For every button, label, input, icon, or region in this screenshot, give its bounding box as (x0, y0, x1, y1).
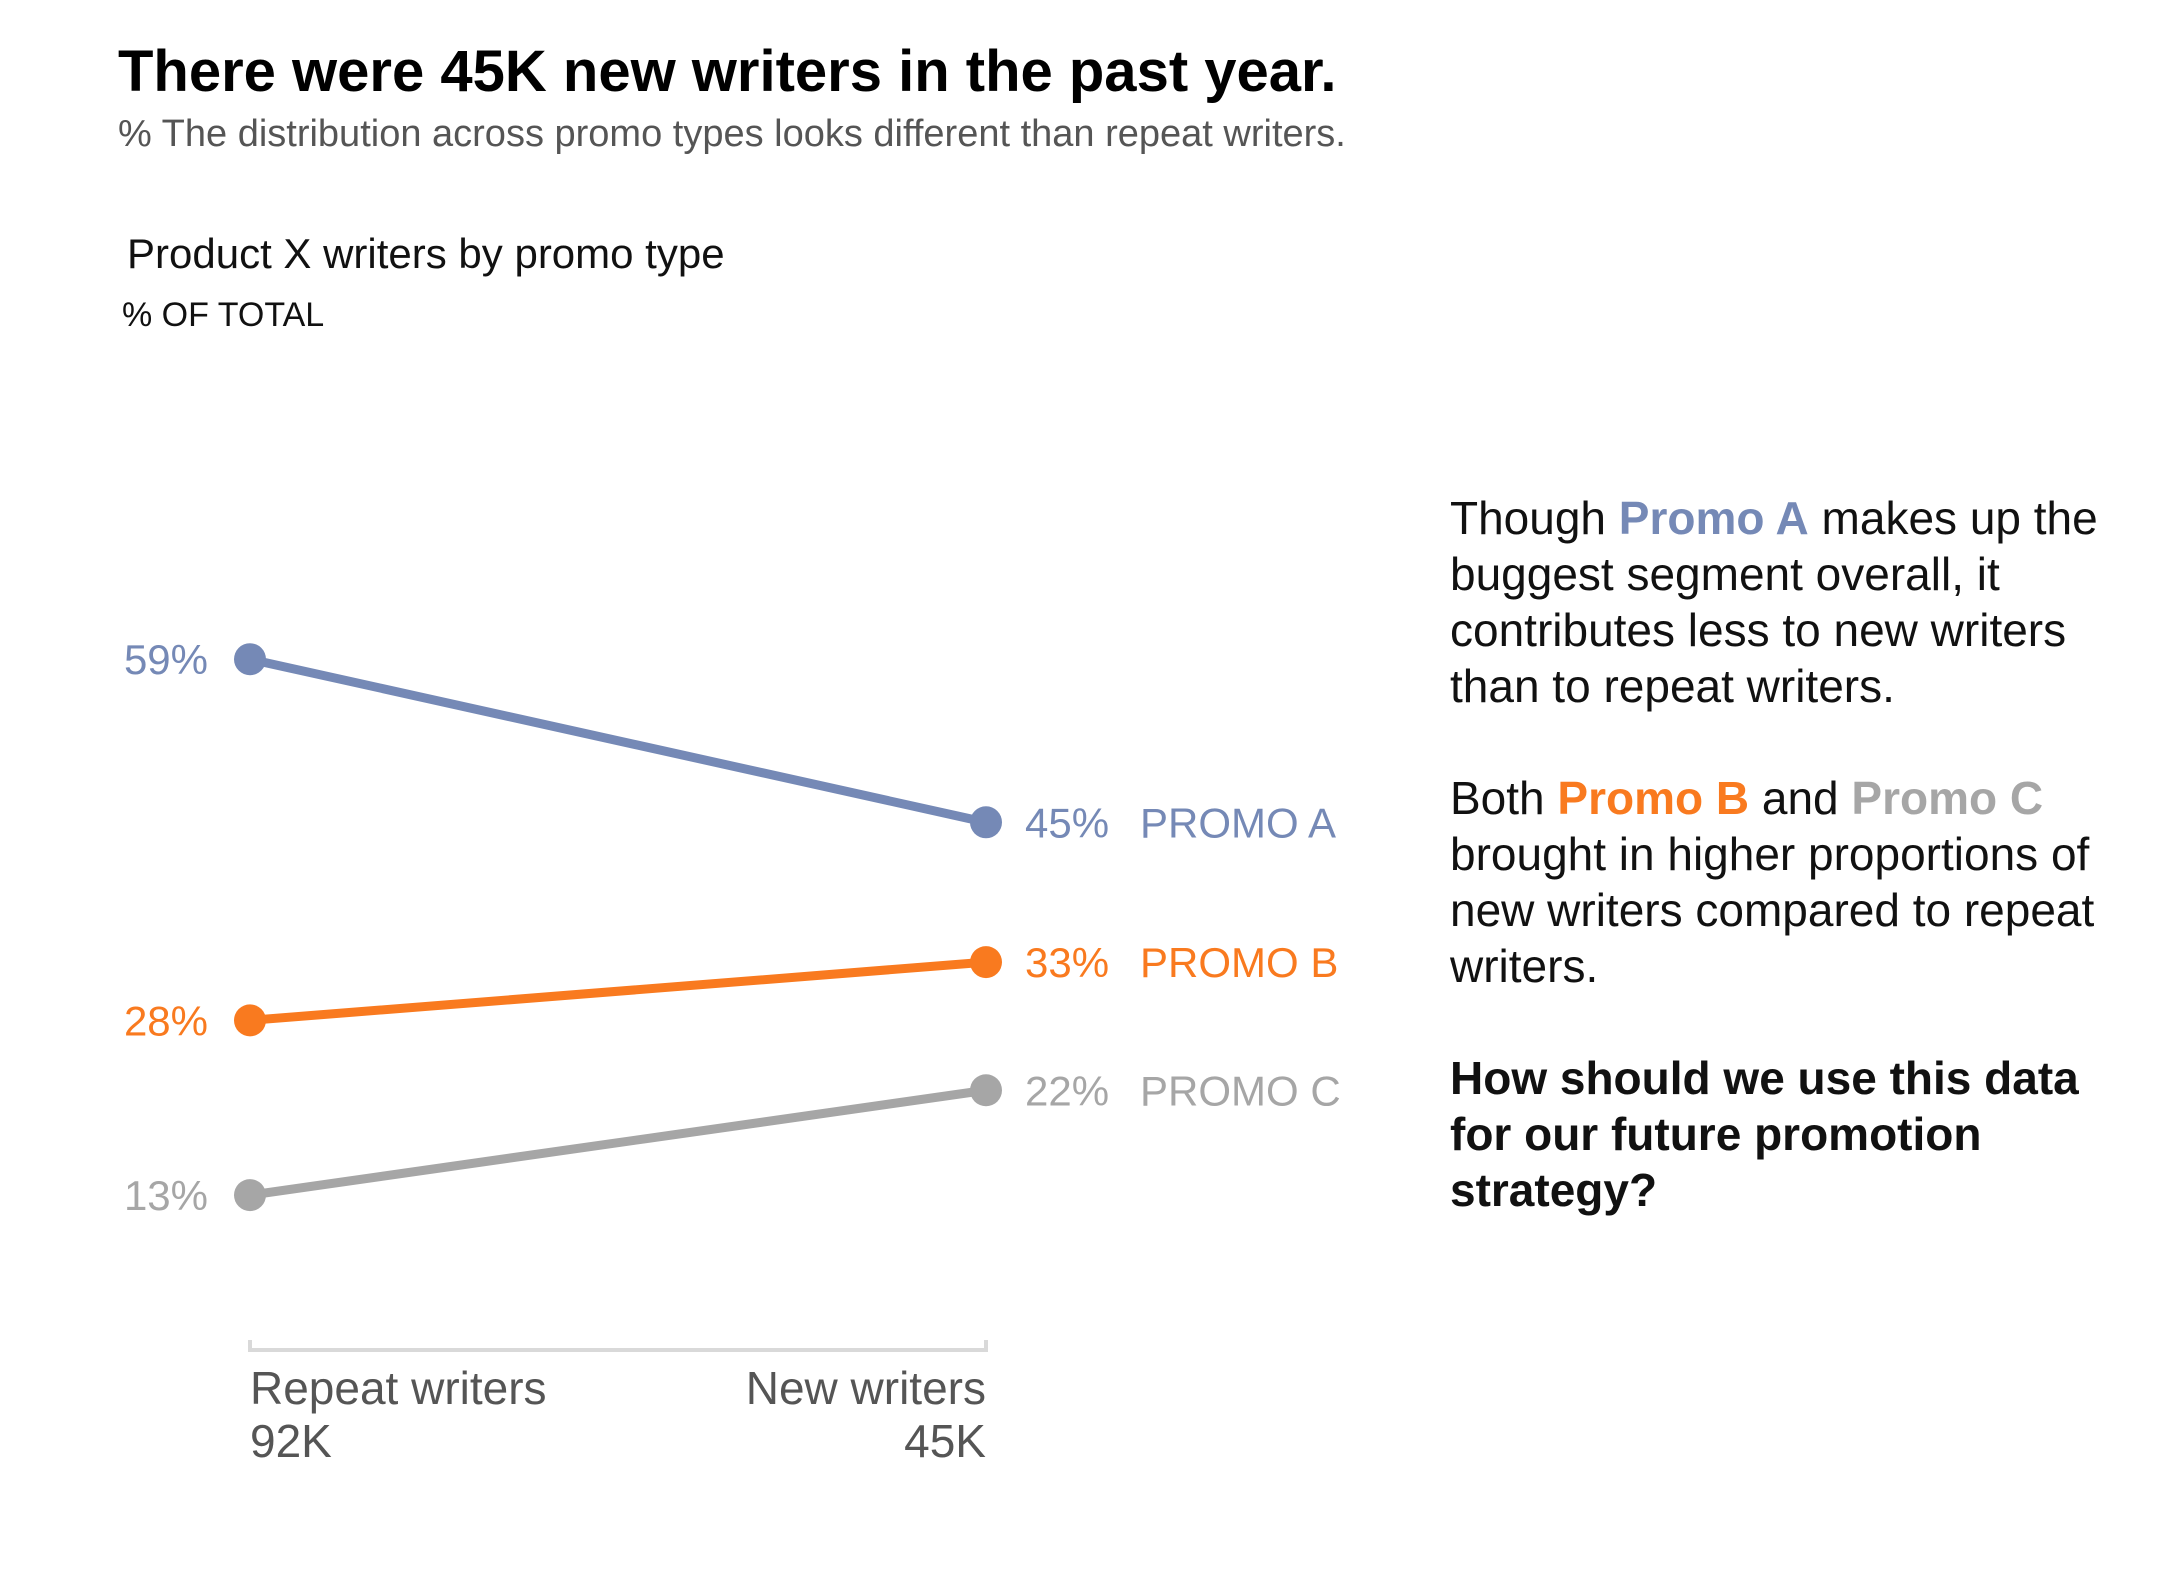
promo-a-label-repeat: 59% (124, 636, 208, 683)
promo-b-series-name: PROMO B (1140, 939, 1338, 986)
x-category-new-writers: New writers 45K (746, 1362, 986, 1468)
promo-b-point-new (970, 946, 1002, 979)
commentary-paragraph-2: Both Promo B and Promo C brought in high… (1450, 772, 2095, 992)
promo-a-point-new (970, 806, 1002, 839)
commentary-paragraph-1: Though Promo A makes up the buggest segm… (1450, 492, 2098, 712)
x-category-label: Repeat writers (250, 1362, 547, 1414)
promo-a-highlight: Promo A (1618, 492, 1809, 544)
promo-c-point-repeat (234, 1179, 266, 1212)
promo-b-point-repeat (234, 1004, 266, 1037)
promo-c-point-new (970, 1074, 1002, 1107)
promo-c-series-name: PROMO C (1140, 1067, 1341, 1114)
page-subtitle: % The distribution across promo types lo… (118, 113, 1346, 155)
promo-b-label-repeat: 28% (124, 997, 208, 1044)
promo-b-label-new: 33% (1025, 939, 1109, 986)
page-title: There were 45K new writers in the past y… (118, 39, 1337, 104)
promo-a-point-repeat (234, 643, 266, 676)
x-category-repeat-writers: Repeat writers 92K (250, 1362, 547, 1468)
promo-a-series-name: PROMO A (1140, 799, 1336, 846)
x-category-total: 92K (250, 1414, 332, 1467)
commentary-question: How should we use this data for our futu… (1450, 1052, 2079, 1216)
promo-c-highlight: Promo C (1851, 772, 2044, 824)
promo-c-line (245, 1085, 991, 1200)
promo-a-line (245, 654, 991, 827)
promo-c-label-new: 22% (1025, 1067, 1109, 1114)
commentary-panel: Though Promo A makes up the buggest segm… (1450, 490, 2150, 1274)
promo-b-line (245, 957, 991, 1025)
promo-c-label-repeat: 13% (124, 1172, 208, 1219)
chart-title: Product X writers by promo type (127, 230, 725, 277)
chart-unit-label: % OF TOTAL (122, 296, 325, 334)
x-category-label: New writers (745, 1362, 986, 1414)
x-category-total: 45K (904, 1414, 986, 1467)
promo-b-highlight: Promo B (1557, 772, 1750, 824)
promo-a-label-new: 45% (1025, 799, 1109, 846)
